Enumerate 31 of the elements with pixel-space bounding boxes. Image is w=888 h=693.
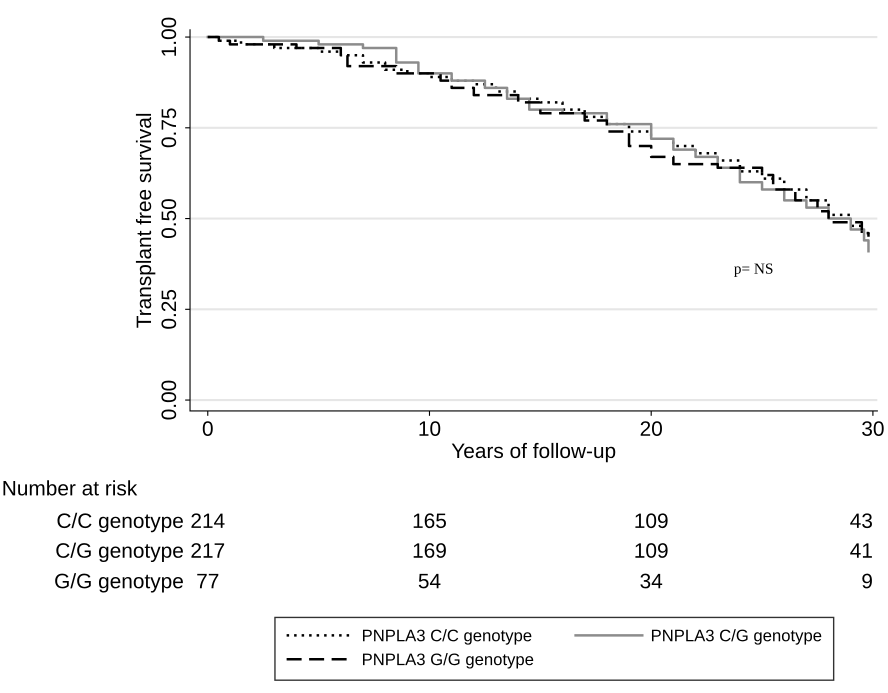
y-tick-label: 0.25 bbox=[161, 290, 176, 329]
text: 217 bbox=[191, 543, 224, 558]
text: 54 bbox=[418, 574, 440, 588]
y-tick-label: 0.00 bbox=[161, 380, 176, 420]
legend-label: PNPLA3 C/G genotype bbox=[652, 629, 822, 645]
annotation: p= NS bbox=[734, 263, 772, 277]
text: 109 bbox=[635, 543, 668, 558]
y-tick-label: 0.50 bbox=[161, 199, 176, 238]
text: 77 bbox=[197, 574, 218, 588]
text: Number at risk bbox=[3, 480, 138, 496]
x-tick-label: 30 bbox=[862, 421, 884, 436]
x-axis-title: Years of follow-up bbox=[452, 442, 616, 462]
text: G/G genotype bbox=[55, 573, 183, 593]
y-tick-label: 0.75 bbox=[161, 108, 176, 148]
text: 165 bbox=[414, 513, 446, 528]
y-tick-label: 1.00 bbox=[161, 18, 176, 56]
legend-label: PNPLA3 G/G genotype bbox=[362, 653, 534, 669]
x-tick-label: 20 bbox=[640, 421, 662, 436]
text: 9 bbox=[862, 574, 872, 588]
x-tick-label: 0 bbox=[202, 421, 213, 436]
text: 169 bbox=[414, 543, 446, 558]
text: C/C genotype bbox=[57, 512, 183, 532]
text: 43 bbox=[850, 513, 872, 528]
text: C/G genotype bbox=[56, 542, 183, 562]
text: 214 bbox=[191, 513, 225, 528]
text: 34 bbox=[640, 574, 662, 588]
text: 109 bbox=[635, 513, 668, 528]
y-axis-title: Transplant free survival bbox=[136, 114, 156, 328]
x-tick-label: 10 bbox=[419, 421, 440, 436]
legend-label: PNPLA3 C/C genotype bbox=[362, 629, 532, 645]
text: 41 bbox=[850, 543, 872, 558]
